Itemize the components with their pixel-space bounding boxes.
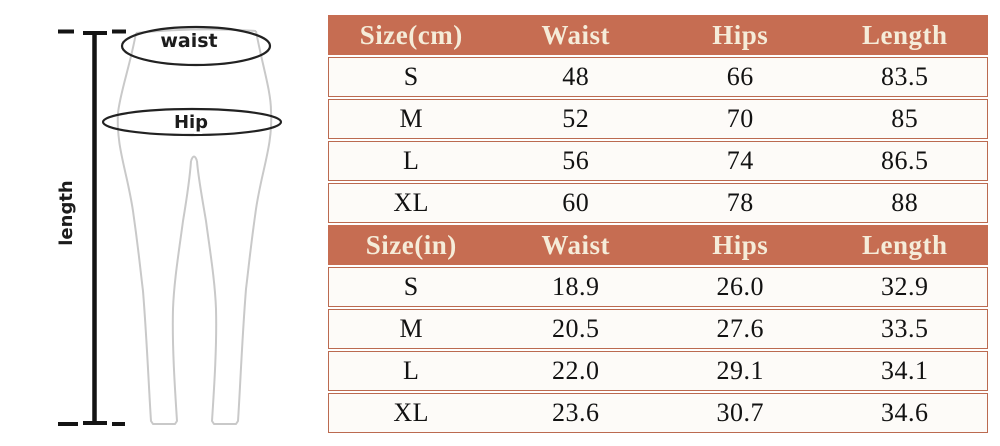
waist-value: 52: [562, 104, 590, 133]
waist-value: 23.6: [552, 398, 600, 427]
length-value: 33.5: [881, 314, 929, 343]
column-header-hips: Hips: [712, 229, 769, 260]
column-header-waist: Waist: [541, 229, 610, 260]
size-value: M: [399, 104, 424, 133]
hips-value: 66: [726, 62, 754, 91]
waist-value: 20.5: [552, 314, 600, 343]
length-value: 34.1: [881, 356, 929, 385]
table-row-cm-m: M 52 70 85: [328, 99, 988, 139]
length-value: 88: [891, 188, 919, 217]
waist-girth-ellipse: [120, 25, 272, 67]
column-header-size-in: Size(in): [365, 229, 457, 260]
waist-value: 22.0: [552, 356, 600, 385]
table-header-row-in: Size(in) Waist Hips Length: [328, 225, 988, 265]
table-header-row-cm: Size(cm) Waist Hips Length: [328, 15, 988, 55]
table-row-cm-s: S 48 66 83.5: [328, 57, 988, 97]
size-value: S: [403, 272, 419, 301]
hips-value: 74: [726, 146, 754, 175]
waist-label: waist: [160, 30, 217, 52]
hips-value: 29.1: [716, 356, 764, 385]
waist-value: 48: [562, 62, 590, 91]
length-value: 83.5: [881, 62, 929, 91]
column-header-length: Length: [861, 19, 948, 50]
length-value: 85: [891, 104, 919, 133]
length-value: 86.5: [881, 146, 929, 175]
waist-value: 60: [562, 188, 590, 217]
size-value: M: [399, 314, 424, 343]
size-value: S: [403, 62, 419, 91]
hips-value: 78: [726, 188, 754, 217]
hip-girth-ellipse: [101, 107, 283, 137]
table-row-in-xl: XL 23.6 30.7 34.6: [328, 393, 988, 433]
hips-value: 26.0: [716, 272, 764, 301]
table-row-in-m: M 20.5 27.6 33.5: [328, 309, 988, 349]
column-header-size-cm: Size(cm): [359, 19, 463, 50]
size-value: XL: [393, 398, 430, 427]
column-header-hips: Hips: [712, 19, 769, 50]
table-row-cm-l: L 56 74 86.5: [328, 141, 988, 181]
leggings-diagram: waist Hip length: [54, 25, 283, 426]
length-value: 34.6: [881, 398, 929, 427]
length-measure-line: [58, 29, 126, 426]
leggings-outline: [116, 28, 273, 425]
hips-value: 30.7: [716, 398, 764, 427]
column-header-waist: Waist: [541, 19, 610, 50]
length-value: 32.9: [881, 272, 929, 301]
waist-value: 18.9: [552, 272, 600, 301]
size-value: L: [403, 356, 420, 385]
table-row-in-l: L 22.0 29.1 34.1: [328, 351, 988, 391]
table-row-in-s: S 18.9 26.0 32.9: [328, 267, 988, 307]
column-header-length: Length: [861, 229, 948, 260]
size-value: XL: [393, 188, 430, 217]
size-value: L: [403, 146, 420, 175]
hips-value: 70: [726, 104, 754, 133]
hip-label: Hip: [174, 112, 208, 133]
waist-value: 56: [562, 146, 590, 175]
hips-value: 27.6: [716, 314, 764, 343]
size-table: Size(cm) Waist Hips Length S 48 66 83.5 …: [328, 15, 988, 433]
length-label: length: [56, 180, 77, 246]
table-row-cm-xl: XL 60 78 88: [328, 183, 988, 223]
